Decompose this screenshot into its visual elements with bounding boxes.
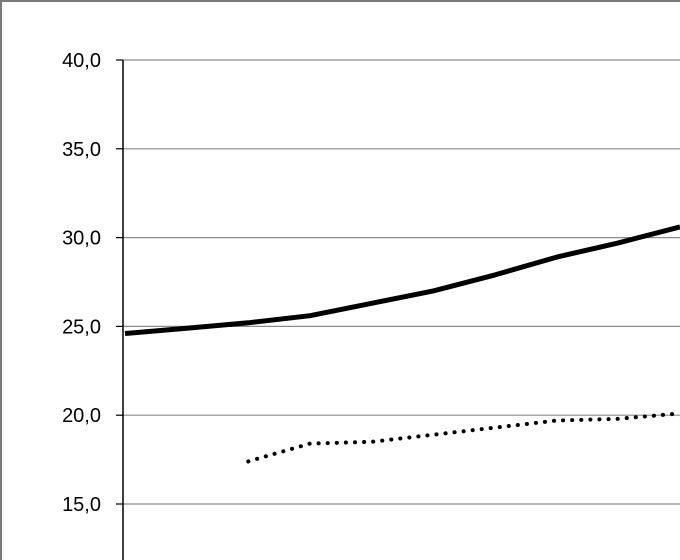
series-line-solid [124,224,680,336]
y-tick-label: 35,0 [62,139,101,161]
y-tick-labels: 15,0 20,0 25,0 30,0 35,0 40,0 [62,50,101,516]
y-tick-label: 40,0 [62,50,101,72]
gridlines [123,59,680,505]
y-tick-label: 25,0 [62,316,101,338]
series-lines [124,224,680,464]
y-tick-label: 30,0 [62,228,101,250]
y-tick-label: 15,0 [62,494,101,516]
axes [116,59,124,560]
y-tick-label: 20,0 [62,405,101,427]
series-line-dotted [246,411,680,464]
